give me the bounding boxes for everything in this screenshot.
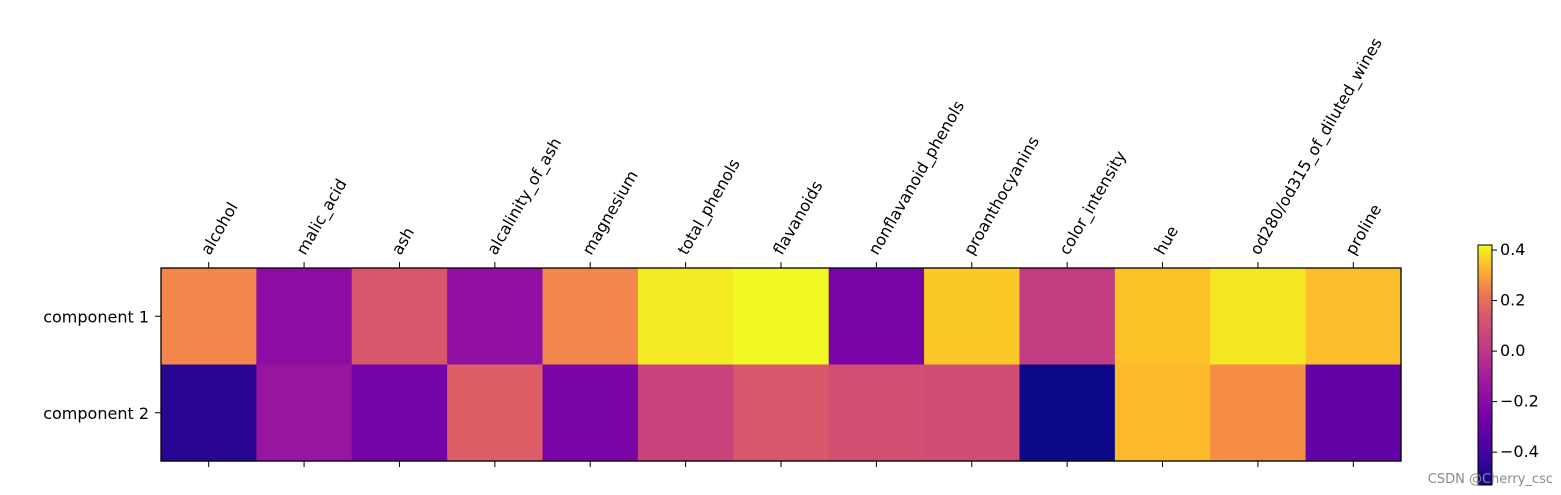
heatmap-cell (351, 268, 448, 366)
heatmap-cell (1019, 364, 1116, 462)
heatmap-cell (733, 268, 830, 366)
heatmap-cell (828, 268, 925, 366)
x-tick-label: hue (1151, 222, 1183, 258)
heatmap-cell (542, 364, 639, 462)
heatmap-cell (447, 364, 544, 462)
x-tick-label: nonflavanoid_phenols (864, 97, 969, 258)
heatmap-cell (1114, 364, 1211, 462)
heatmap-cells (161, 268, 1402, 462)
colorbar-gradient (1477, 244, 1493, 486)
heatmap-cell (637, 364, 734, 462)
x-tick-label: magnesium (578, 167, 641, 258)
x-tick-label: alcohol (197, 199, 242, 258)
colorbar-tick-label: −0.2 (1500, 392, 1539, 411)
colorbar-tick-label: 0.2 (1500, 291, 1525, 310)
heatmap-cell (256, 364, 353, 462)
heatmap-cell (351, 364, 448, 462)
heatmap-cell (1210, 268, 1307, 366)
y-axis-ticks: component 1 component 2 (43, 307, 161, 423)
x-tick-label: flavanoids (769, 177, 826, 258)
colorbar-tick-label: 0.4 (1500, 240, 1525, 259)
heatmap-cell (733, 364, 830, 462)
y-tick-label: component 1 (43, 307, 149, 326)
x-tick-label: ash (387, 224, 418, 258)
x-tick-label: malic_acid (292, 176, 351, 259)
heatmap-cell (924, 364, 1021, 462)
x-tick-label: alcalinity_of_ash (483, 134, 566, 258)
x-tick-label: proline (1341, 201, 1385, 258)
heatmap-cell (256, 268, 353, 366)
colorbar-tick-label: 0.0 (1500, 341, 1525, 360)
heatmap-cell (447, 268, 544, 366)
heatmap-cell (924, 268, 1021, 366)
x-tick-label: proanthocyanins (960, 133, 1043, 258)
heatmap-cell (1019, 268, 1116, 366)
colorbar-tick-label: −0.4 (1500, 442, 1539, 461)
colorbar-ticks: 0.4 0.2 0.0 −0.2 −0.4 (1492, 240, 1539, 461)
x-tick-label: total_phenols (674, 155, 745, 258)
heatmap-cell (1114, 268, 1211, 366)
heatmap-cell (1210, 364, 1307, 462)
heatmap-cell (1305, 268, 1402, 366)
heatmap-cell (161, 364, 257, 462)
heatmap-cell (637, 268, 734, 366)
heatmap-cell (1305, 364, 1402, 462)
watermark: CSDN @Cherry_csc (1427, 472, 1553, 487)
heatmap-cell (161, 268, 257, 366)
x-tick-label: color_intensity (1055, 147, 1131, 258)
heatmap-cell (542, 268, 639, 366)
heatmap-cell (828, 364, 925, 462)
colorbar: 0.4 0.2 0.0 −0.2 −0.4 (1477, 240, 1539, 486)
y-tick-label: component 2 (43, 404, 149, 423)
